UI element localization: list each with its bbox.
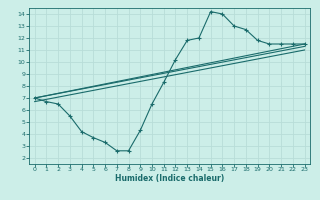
X-axis label: Humidex (Indice chaleur): Humidex (Indice chaleur) [115,174,224,183]
